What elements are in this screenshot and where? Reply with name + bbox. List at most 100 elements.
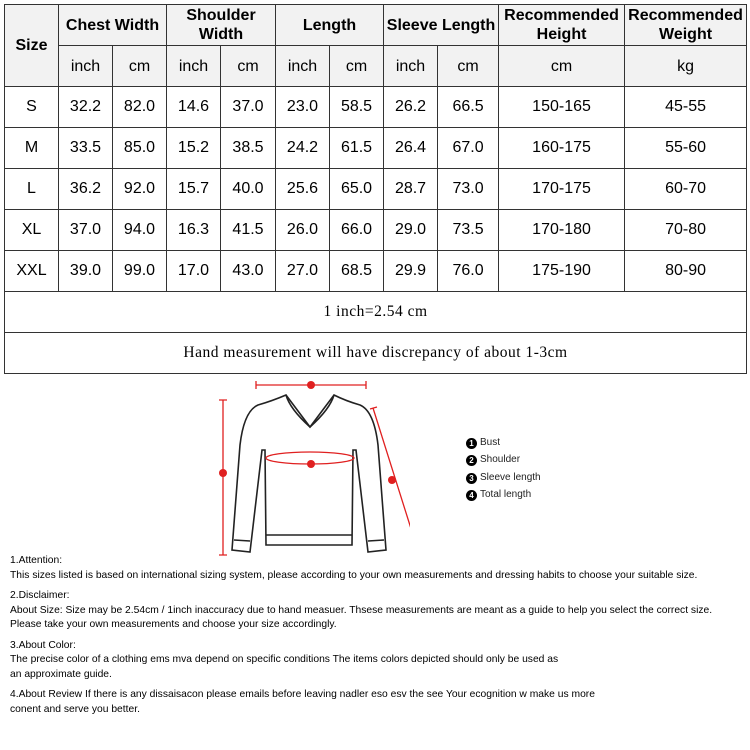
value-cell: 170-180 [498, 209, 626, 251]
note-title: 3.About Color: [10, 639, 76, 651]
unit-header: inch [383, 45, 439, 87]
note-title: 2.Disclaimer: [10, 590, 70, 601]
unit-header: cm [328, 45, 385, 87]
legend-label: Sleeve length [480, 471, 541, 483]
value-cell: 73.0 [437, 168, 500, 210]
unit-header: inch [166, 45, 221, 87]
value-cell: 61.5 [328, 127, 385, 169]
value-cell: 65.0 [328, 168, 385, 210]
value-cell: 33.5 [58, 127, 113, 169]
value-cell: 32.2 [58, 86, 113, 128]
legend-item: 1 Bust [466, 434, 541, 451]
measure-markers [219, 381, 396, 484]
unit-header: inch [58, 45, 113, 87]
value-cell: 15.2 [166, 127, 221, 169]
table-row: L 36.2 92.0 15.7 40.0 25.6 65.0 28.7 73.0 170-175… [4, 168, 748, 210]
note-item: 3.About Color: The precise color of a clo… [10, 639, 750, 683]
value-cell: 24.2 [275, 127, 330, 169]
value-cell: 76.0 [437, 250, 500, 292]
value-cell: 26.2 [383, 86, 439, 128]
value-cell: 26.4 [383, 127, 439, 169]
size-chart-table: Size Chest Width Shoulder Width Length S… [3, 4, 748, 374]
value-cell: 29.9 [383, 250, 439, 292]
size-cell: XXL [4, 250, 59, 292]
note-line: This sizes listed is based on internatio… [10, 569, 698, 581]
legend-label: Shoulder [480, 454, 521, 466]
legend-label: Total length [480, 488, 532, 500]
note-line: Please take your own measurements and ch… [10, 619, 337, 630]
measure-lines [219, 381, 410, 556]
note-line: About Size: Size may be 2.54cm / 1inch i… [10, 604, 713, 616]
legend-label: Bust [480, 437, 501, 448]
size-cell: M [4, 127, 59, 169]
value-cell: 55-60 [624, 127, 748, 169]
value-cell: 16.3 [166, 209, 221, 251]
sweater-outline [231, 393, 387, 553]
note-item: 4.About Review If there is any dissaisac… [10, 688, 750, 717]
header-length: Length [274, 4, 385, 46]
unit-header: cm [220, 45, 276, 87]
value-cell: 99.0 [112, 250, 167, 292]
value-cell: 73.5 [437, 209, 500, 251]
sweater-diagram [219, 381, 410, 556]
unit-header: cm [112, 45, 167, 87]
value-cell: 27.0 [275, 250, 330, 292]
value-cell: 43.0 [220, 250, 276, 292]
note-item: 2.Disclaimer: About Size: Size may be 2.5… [10, 589, 750, 633]
value-cell: 40.0 [220, 168, 276, 210]
table-row: S 32.2 82.0 14.6 37.0 23.0 58.5 26.2 66.5 150-165… [4, 86, 748, 128]
value-cell: 80-90 [624, 250, 748, 292]
number-badge-icon: 2 [466, 455, 477, 467]
number-badge-icon: 4 [466, 489, 477, 501]
value-cell: 82.0 [112, 86, 167, 128]
header-sleeve: Sleeve Length [383, 4, 500, 46]
value-cell: 85.0 [112, 127, 167, 169]
unit-header: inch [275, 45, 330, 87]
table-row: XL 37.0 94.0 16.3 41.5 26.0 66.0 29.0 73.5 170-18… [4, 209, 748, 251]
value-cell: 37.0 [220, 86, 276, 128]
legend-item: 3 Sleeve length [466, 469, 541, 486]
value-cell: 66.0 [328, 209, 385, 251]
unit-header: cm [498, 45, 626, 87]
value-cell: 25.6 [275, 168, 330, 210]
conversion-note: 1 inch=2.54 cm [3, 291, 748, 333]
header-shoulder: Shoulder Width [166, 4, 276, 46]
notes-section: 1.Attention: This sizes listed is based o… [10, 554, 750, 723]
unit-header: kg [624, 45, 748, 87]
value-cell: 58.5 [328, 86, 385, 128]
discrepancy-note: Hand measurement will have discrepancy o… [3, 332, 748, 374]
value-cell: 37.0 [58, 209, 113, 251]
value-cell: 170-175 [498, 168, 626, 210]
header-chest: Chest Width [58, 4, 167, 46]
value-cell: 39.0 [58, 250, 113, 292]
table-row: XXL 39.0 99.0 17.0 43.0 27.0 68.5 29.9 76.0 175-1… [4, 250, 748, 292]
header-height: Recommended Height [498, 4, 626, 46]
value-cell: 92.0 [112, 168, 167, 210]
header-size: Size [4, 4, 59, 87]
table-row: M 33.5 85.0 15.2 38.5 24.2 61.5 26.4 67.0 160-175… [4, 127, 748, 169]
value-cell: 45-55 [624, 86, 748, 128]
legend-item: 4 Total length [466, 486, 541, 503]
note-item: 1.Attention: This sizes listed is based o… [10, 554, 750, 583]
note-title: 1.Attention: [10, 555, 63, 566]
value-cell: 68.5 [328, 250, 385, 292]
number-badge-icon: 3 [466, 472, 477, 484]
value-cell: 41.5 [220, 209, 276, 251]
value-cell: 150-165 [498, 86, 626, 128]
value-cell: 15.7 [166, 168, 221, 210]
legend-item: 2 Shoulder [466, 451, 541, 468]
value-cell: 94.0 [112, 209, 167, 251]
value-cell: 67.0 [437, 127, 500, 169]
size-cell: L [4, 168, 59, 210]
value-cell: 160-175 [498, 127, 626, 169]
note-line: an approximate guide. [10, 668, 112, 680]
note-line: conent and serve you better. [10, 703, 140, 715]
header-weight: Recommended Weight [624, 4, 748, 46]
size-cell: S [4, 86, 59, 128]
value-cell: 175-190 [498, 250, 626, 292]
value-cell: 26.0 [275, 209, 330, 251]
value-cell: 60-70 [624, 168, 748, 210]
unit-header: cm [437, 45, 500, 87]
note-line: The precise color of a clothing ems mva … [10, 654, 559, 665]
value-cell: 38.5 [220, 127, 276, 169]
